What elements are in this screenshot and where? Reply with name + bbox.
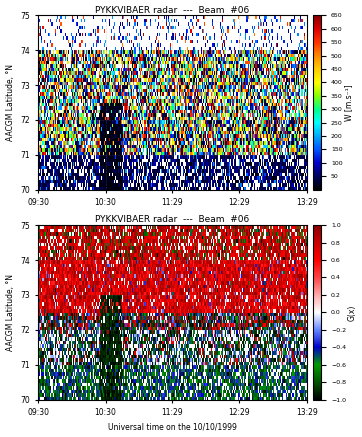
Title: PYKKVIBAER radar  ---  Beam  #06: PYKKVIBAER radar --- Beam #06 — [95, 215, 249, 224]
X-axis label: Universal time on the 10/10/1999: Universal time on the 10/10/1999 — [108, 423, 237, 431]
Y-axis label: AACGM Latitude, °N: AACGM Latitude, °N — [5, 64, 14, 141]
Y-axis label: AACGM Latitude, °N: AACGM Latitude, °N — [5, 274, 14, 351]
Y-axis label: G(x): G(x) — [348, 304, 357, 321]
Y-axis label: W [m.s⁻¹]: W [m.s⁻¹] — [344, 84, 353, 121]
Title: PYKKVIBAER radar  ---  Beam  #06: PYKKVIBAER radar --- Beam #06 — [95, 6, 249, 14]
